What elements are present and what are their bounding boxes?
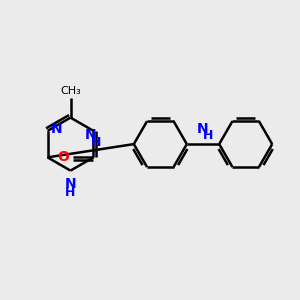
Text: O: O (57, 150, 69, 164)
Text: H: H (203, 129, 214, 142)
Text: N: N (65, 177, 76, 191)
Text: H: H (91, 136, 101, 149)
Text: N: N (197, 122, 209, 136)
Text: CH₃: CH₃ (60, 86, 81, 96)
Text: N: N (85, 128, 97, 142)
Text: N: N (51, 122, 63, 136)
Text: H: H (65, 186, 76, 199)
